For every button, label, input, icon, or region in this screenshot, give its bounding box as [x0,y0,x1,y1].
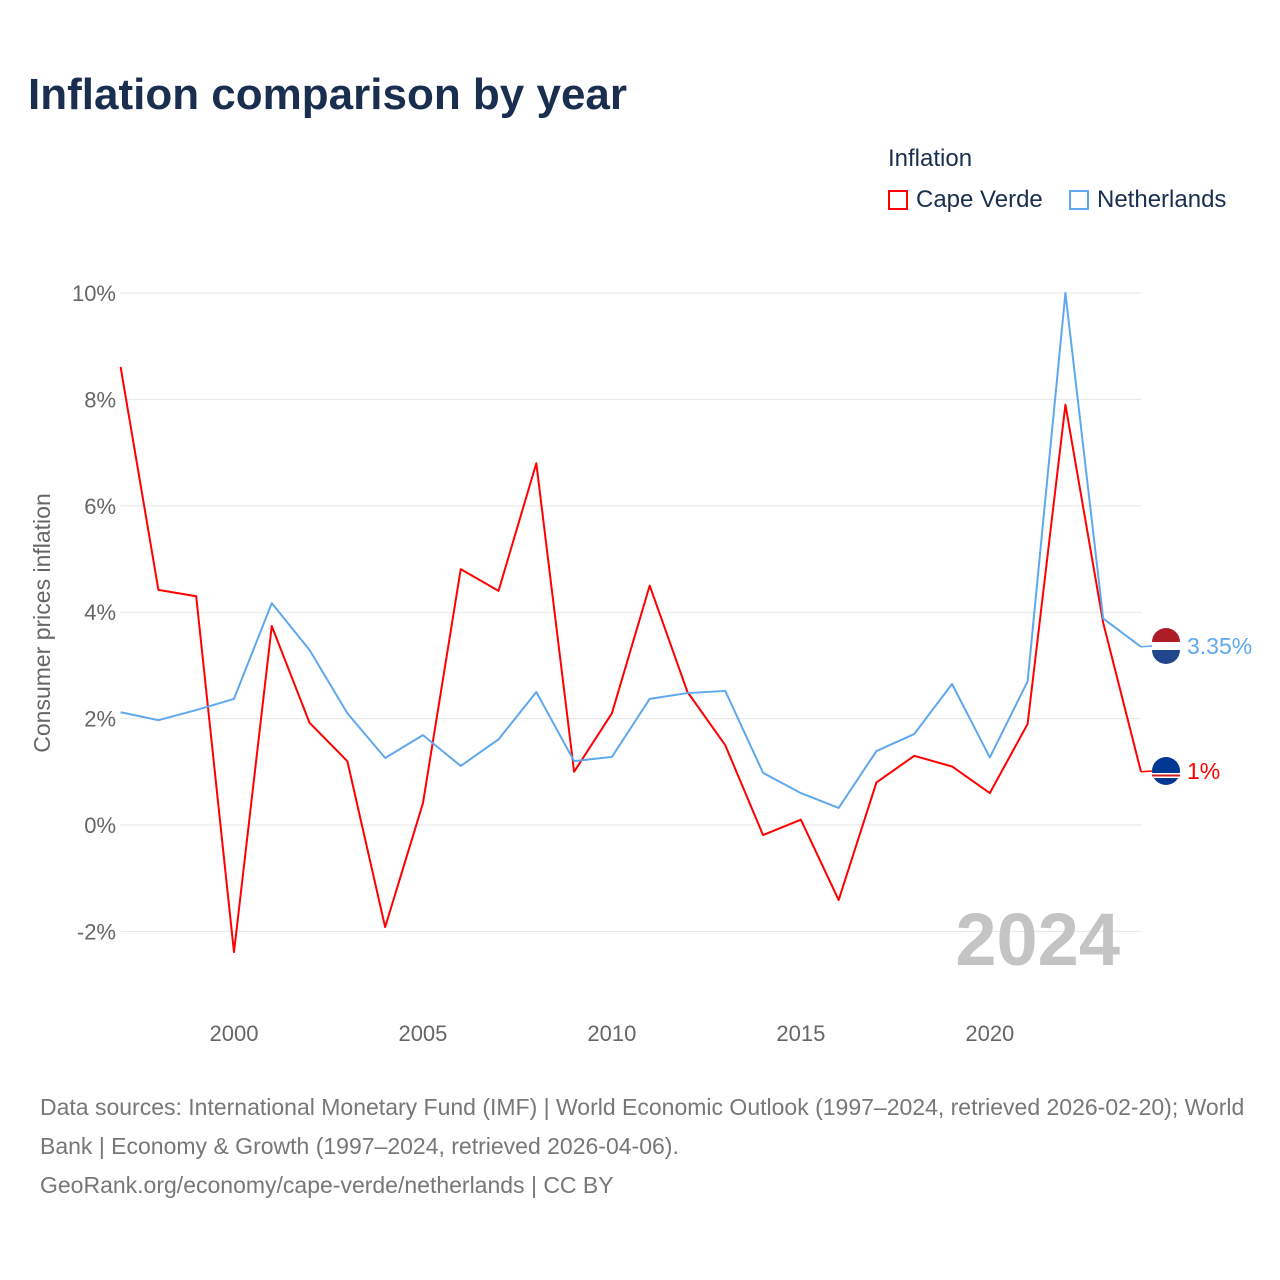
source-text: Data sources: International Monetary Fun… [40,1094,1245,1159]
end-connector [1140,645,1153,648]
legend-swatch [888,190,908,210]
x-tick-label: 2015 [776,1021,825,1046]
series-line-netherlands [120,292,1142,809]
x-tick-label: 2005 [398,1021,447,1046]
y-tick-label: 8% [84,387,116,412]
flag-stripe [1152,650,1180,664]
legend-item-netherlands[interactable]: Netherlands [1069,186,1226,214]
end-connector [1140,770,1153,773]
legend-swatch [1069,190,1089,210]
legend-label: Netherlands [1097,186,1227,213]
x-tick-label: 2010 [587,1021,636,1046]
x-tick-label: 2000 [210,1021,259,1046]
y-tick-label: 4% [84,600,116,625]
end-value-label: 3.35% [1187,633,1252,659]
flag-stripe [1152,774,1180,777]
year-watermark: 2024 [955,898,1120,981]
legend-item-cape-verde[interactable]: Cape Verde [888,186,1043,214]
chart-area: -2% 0% 2% 4% 6% 8% 10% 2000 2005 2010 2015 2020 Cons… [29,281,1252,1046]
y-tick-label: 10% [72,281,116,306]
y-tick-label: 6% [84,494,116,519]
end-value-label: 1% [1187,758,1220,784]
attribution-text[interactable]: GeoRank.org/economy/cape-verde/netherlan… [40,1172,614,1198]
y-tick-label: -2% [77,919,116,944]
y-axis-label: Consumer prices inflation [29,493,55,753]
flag-stripe [1152,628,1180,642]
x-tick-label: 2020 [965,1021,1014,1046]
y-tick-label: 2% [84,707,116,732]
y-tick-label: 0% [84,813,116,838]
legend-title: Inflation [888,145,973,172]
legend-label: Cape Verde [916,186,1043,213]
data-source-note: Data sources: International Monetary Fun… [40,1088,1250,1205]
chart-title: Inflation comparison by year [28,70,628,119]
series-line-cape-verde [119,366,1142,954]
cape-verde-flag-icon [1152,757,1180,785]
